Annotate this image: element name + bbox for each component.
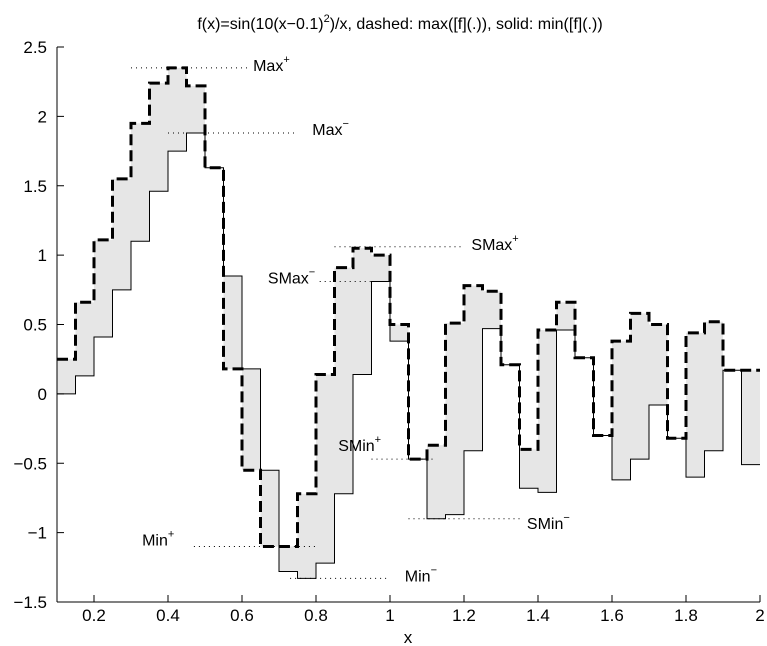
- x-tick-label: 1: [385, 606, 394, 625]
- y-tick-label: 1: [38, 246, 47, 265]
- interval-band: [149, 83, 168, 192]
- annotation-label-superscript: −: [563, 512, 569, 524]
- annotation-label-base: SMax: [471, 237, 512, 254]
- title-prefix: f(x)=sin(10(x−0.1): [197, 16, 323, 33]
- annotation-label-base: Max: [312, 122, 342, 139]
- interval-band: [131, 123, 150, 242]
- title-suffix: )/x, dashed: max([f](.)), solid: min([f]…: [330, 16, 603, 33]
- chart-title: f(x)=sin(10(x−0.1)2)/x, dashed: max([f](…: [197, 13, 602, 33]
- y-tick-label: 1.5: [23, 177, 47, 196]
- annotation-label-superscript: +: [375, 434, 381, 446]
- interval-band: [186, 85, 205, 134]
- x-tick-label: 1.6: [600, 606, 624, 625]
- interval-band: [704, 321, 723, 451]
- interval-band: [316, 374, 335, 564]
- interval-band: [464, 285, 483, 451]
- x-tick-label: 2: [755, 606, 764, 625]
- interval-band-layer: [57, 67, 760, 579]
- annotation-label: SMax−: [268, 266, 315, 287]
- interval-band: [57, 359, 76, 394]
- title-exponent: 2: [324, 13, 330, 25]
- interval-band: [649, 324, 668, 405]
- y-tick-label: −0.5: [13, 454, 47, 473]
- annotation-label: Max−: [312, 118, 349, 139]
- annotation-label-base: Min: [405, 569, 431, 586]
- annotation-label-superscript: +: [168, 529, 174, 541]
- interval-band: [686, 332, 705, 478]
- y-tick-label: 0.5: [23, 316, 47, 335]
- annotation-label: Max+: [253, 54, 290, 75]
- annotation-label-superscript: −: [343, 118, 349, 130]
- annotation-label: SMax+: [471, 233, 518, 254]
- interval-band: [353, 248, 372, 375]
- interval-band: [279, 546, 298, 572]
- interval-band: [482, 291, 501, 329]
- y-tick-label: −1: [28, 524, 47, 543]
- x-tick-label: 1.2: [452, 606, 476, 625]
- interval-band: [260, 470, 279, 547]
- annotation-label-base: Max: [253, 58, 283, 75]
- interval-band: [242, 368, 261, 471]
- interval-band: [390, 324, 409, 342]
- y-tick-label: 0: [38, 385, 47, 404]
- x-axis-label: x: [404, 628, 413, 646]
- annotation-label-superscript: −: [309, 266, 315, 278]
- interval-band: [168, 67, 187, 152]
- x-tick-label: 1.8: [674, 606, 698, 625]
- x-tick-label: 0.2: [82, 606, 106, 625]
- annotation-layer: Max+Max−SMax+SMax−SMin+SMin−Min+Min−: [131, 54, 570, 586]
- annotation-label-base: SMax: [268, 270, 309, 287]
- interval-band: [223, 275, 242, 369]
- interval-band: [519, 449, 538, 489]
- annotation-label: Min−: [405, 565, 437, 586]
- interval-band: [94, 239, 113, 337]
- interval-band: [630, 313, 649, 460]
- y-tick-label: 2: [38, 107, 47, 126]
- y-tick-label: −1.5: [13, 593, 47, 612]
- annotation-label-base: SMin: [338, 438, 374, 455]
- interval-band: [297, 493, 316, 579]
- annotation-label-base: SMin: [527, 516, 563, 533]
- interval-band: [556, 302, 575, 331]
- annotation-label: SMin+: [338, 434, 381, 455]
- interval-band: [445, 323, 464, 515]
- interval-band: [612, 341, 631, 480]
- annotation-label: Min+: [142, 529, 174, 550]
- x-tick-label: 1.4: [526, 606, 550, 625]
- interval-band: [75, 302, 94, 376]
- y-tick-label: 2.5: [23, 38, 47, 57]
- annotation-label-base: Min: [142, 533, 168, 550]
- axes: 0.2 0.4 0.6 0.8 1 1.2 1.4 1.6 1.8 2−1.5−1−0.500.5…: [13, 38, 764, 625]
- x-tick-label: 0.6: [230, 606, 254, 625]
- x-tick-label: 0.4: [156, 606, 180, 625]
- interval-band: [371, 255, 390, 282]
- interval-band: [538, 330, 557, 493]
- annotation-label-superscript: −: [431, 565, 437, 577]
- interval-band: [741, 370, 760, 465]
- interval-band: [427, 445, 446, 519]
- x-tick-label: 0.8: [304, 606, 328, 625]
- interval-band: [334, 267, 353, 494]
- annotation-label-superscript: +: [512, 233, 518, 245]
- annotation-label-superscript: +: [283, 54, 289, 66]
- interval-band: [112, 178, 131, 290]
- annotation-label: SMin−: [527, 512, 570, 533]
